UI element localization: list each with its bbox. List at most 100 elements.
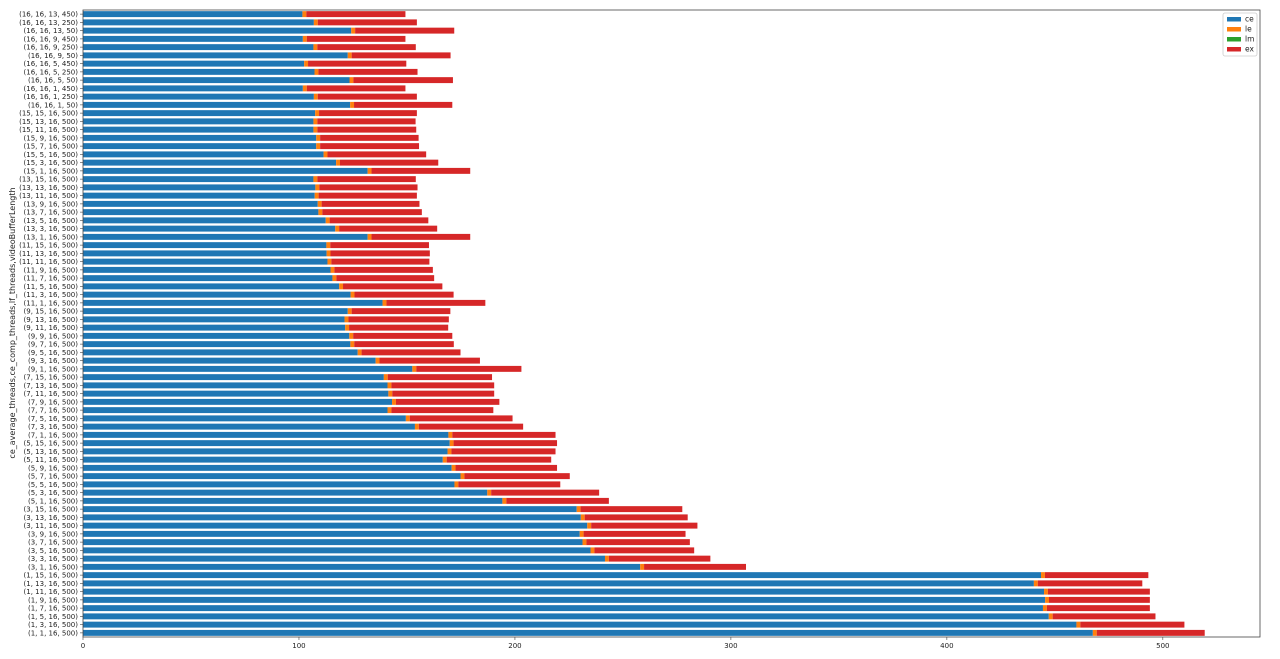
bar-ex [1049, 596, 1150, 603]
bar-ex [491, 489, 600, 496]
bar-le [590, 547, 595, 554]
bar-ex [580, 506, 683, 513]
bar-ex [339, 225, 438, 232]
x-tick-label: 200 [508, 642, 521, 650]
y-tick-label: (1, 13, 16, 500) [24, 580, 79, 588]
bar-le [587, 522, 592, 529]
bar-ce [83, 118, 314, 125]
bar-le [313, 126, 318, 133]
y-tick-label: (13, 7, 16, 500) [24, 209, 79, 217]
y-tick-label: (1, 15, 16, 500) [24, 572, 79, 580]
bar-ce [83, 126, 314, 133]
bar-le [1048, 613, 1053, 620]
bar-ce [83, 522, 588, 529]
y-tick-label: (5, 1, 16, 500) [28, 497, 78, 505]
y-tick-label: (7, 15, 16, 500) [24, 374, 79, 382]
bar-le [576, 506, 581, 513]
bar-ex [339, 159, 439, 166]
bar-ce [83, 398, 393, 405]
bar-ce [83, 52, 348, 59]
bar-le [302, 11, 307, 18]
bar-ce [83, 332, 350, 339]
legend-label-ex: ex [1245, 45, 1254, 54]
y-tick-label: (9, 11, 16, 500) [24, 324, 79, 332]
bar-ce [83, 547, 591, 554]
bar-ex [306, 11, 406, 18]
bar-ce [83, 497, 503, 504]
bar-ce [83, 489, 488, 496]
bar-le [313, 118, 318, 125]
bar-ex [353, 77, 453, 84]
y-tick-label: (1, 5, 16, 500) [28, 613, 78, 621]
bar-ex [418, 423, 524, 430]
bar-le [350, 341, 355, 348]
bar-ce [83, 316, 345, 323]
bar-ce [83, 341, 351, 348]
bar-ex [392, 390, 495, 397]
bar-ex [330, 242, 429, 249]
bar-ex [351, 308, 451, 315]
bar-le [350, 291, 355, 298]
y-tick-label: (15, 7, 16, 500) [24, 143, 79, 151]
bar-le [313, 93, 318, 100]
bar-le [315, 184, 320, 191]
bar-ex [317, 19, 417, 26]
bar-ex [334, 266, 433, 273]
y-tick-label: (1, 9, 16, 500) [28, 596, 78, 604]
bar-ex [591, 522, 698, 529]
bar-ex [379, 357, 480, 364]
y-tick-label: (15, 3, 16, 500) [24, 159, 79, 167]
y-tick-label: (13, 13, 16, 500) [19, 184, 78, 192]
bar-ex [409, 415, 513, 422]
bar-ex [318, 68, 418, 75]
y-tick-label: (5, 9, 16, 500) [28, 464, 78, 472]
bar-ex [608, 555, 711, 562]
bar-le [332, 275, 337, 282]
y-tick-label: (5, 5, 16, 500) [28, 481, 78, 489]
bar-le [302, 35, 307, 42]
bar-ce [83, 101, 351, 108]
x-tick-labels: 0 100 200 300 400 500 [81, 637, 1170, 650]
legend-swatch-lm [1227, 37, 1241, 42]
bar-ce [83, 27, 352, 34]
bar-le [1045, 596, 1050, 603]
y-tick-label: (3, 1, 16, 500) [28, 563, 78, 571]
x-tick-label: 400 [940, 642, 953, 650]
y-tick-label: (7, 5, 16, 500) [28, 415, 78, 423]
bar-ce [83, 291, 351, 298]
bar-ce [83, 448, 448, 455]
y-tick-label: (3, 7, 16, 500) [28, 539, 78, 547]
y-tick-label: (13, 15, 16, 500) [19, 176, 78, 184]
y-tick-label: (9, 1, 16, 500) [28, 365, 78, 373]
bar-ce [83, 134, 317, 141]
bar-ce [83, 390, 389, 397]
bar-ex [331, 258, 430, 265]
bar-ce [83, 324, 346, 331]
bar-le [442, 456, 447, 463]
y-tick-label: (1, 3, 16, 500) [28, 621, 78, 629]
bar-ex [349, 324, 449, 331]
y-tick-label: (13, 9, 16, 500) [24, 200, 79, 208]
bar-ex [327, 151, 427, 158]
bar-ex [386, 299, 486, 306]
y-tick-label: (15, 13, 16, 500) [19, 118, 78, 126]
bar-ce [83, 555, 605, 562]
y-tick-label: (9, 9, 16, 500) [28, 332, 78, 340]
bar-le [412, 365, 417, 372]
bar-ce [83, 275, 333, 282]
bar-ex [586, 539, 690, 546]
y-tick-label: (16, 16, 5, 50) [28, 77, 78, 85]
bar-ex [306, 35, 406, 42]
bar-le [304, 60, 309, 67]
bar-ce [83, 506, 577, 513]
bar-ce [83, 514, 581, 521]
bar-ce [83, 588, 1045, 595]
y-tick-label: (5, 15, 16, 500) [24, 440, 79, 448]
bar-le [367, 167, 372, 174]
y-tick-label: (16, 16, 13, 50) [24, 27, 79, 35]
x-tick-label: 500 [1156, 642, 1169, 650]
y-tick-label: (16, 16, 9, 450) [24, 35, 79, 43]
legend-label-lm: lm [1245, 35, 1254, 44]
bar-ex [416, 365, 522, 372]
bar-le [579, 530, 584, 537]
